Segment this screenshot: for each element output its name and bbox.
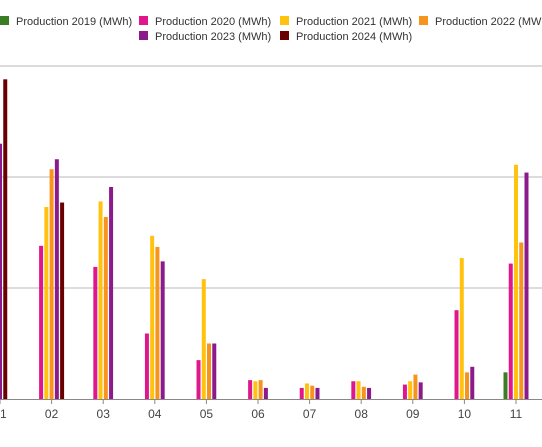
bar	[459, 258, 464, 399]
bar	[402, 384, 407, 399]
x-tick-label: 01	[0, 407, 7, 421]
x-tick-label: 04	[148, 407, 162, 421]
bar	[508, 263, 513, 399]
bar	[465, 372, 470, 399]
bar	[212, 343, 217, 399]
bar	[315, 387, 320, 399]
bars	[0, 79, 529, 399]
x-axis: 01 02 03 04 05 06 07 08 09 10 11	[0, 399, 542, 421]
bar	[201, 279, 206, 399]
bar	[361, 386, 366, 399]
bar	[39, 245, 44, 399]
bar	[310, 385, 315, 399]
legend-swatch	[419, 16, 428, 25]
bar	[49, 169, 54, 399]
bar	[418, 382, 423, 399]
bar	[356, 381, 361, 399]
bar	[514, 164, 518, 399]
legend-label: Production 2023 (MWh)	[155, 31, 271, 43]
bar	[299, 387, 304, 399]
bar	[253, 381, 258, 399]
bar	[144, 333, 149, 399]
legend-label: Production 2024 (MWh)	[296, 31, 412, 43]
x-tick-label: 10	[458, 407, 472, 421]
bar	[103, 216, 108, 399]
bar	[196, 360, 201, 399]
bar	[503, 372, 508, 399]
bar	[519, 242, 524, 399]
x-tick-label: 07	[303, 407, 317, 421]
x-tick-label: 03	[97, 407, 111, 421]
legend-label: Production 2022 (MWh)	[435, 16, 542, 28]
bar	[408, 381, 413, 399]
x-tick-label: 06	[251, 407, 265, 421]
bar	[248, 380, 253, 399]
bar	[155, 246, 160, 399]
legend: Production 2019 (MWh) Production 2020 (MW…	[0, 16, 542, 43]
legend-swatch	[139, 16, 148, 25]
bar	[54, 159, 59, 399]
x-tick-label: 02	[45, 407, 59, 421]
bar	[0, 143, 2, 399]
legend-swatch	[280, 31, 289, 40]
x-tick-label: 11	[510, 407, 523, 421]
bar	[3, 79, 8, 399]
bar	[109, 186, 114, 399]
bar	[258, 380, 263, 399]
bar	[351, 381, 356, 399]
bar	[263, 387, 268, 399]
gridlines	[0, 65, 542, 289]
bar	[60, 202, 65, 399]
bar	[160, 261, 165, 399]
legend-swatch	[280, 16, 289, 25]
bar	[93, 266, 98, 399]
bar	[98, 201, 103, 399]
legend-label: Production 2019 (MWh)	[16, 16, 132, 28]
legend-swatch	[139, 31, 148, 40]
bar	[524, 172, 529, 399]
bar	[470, 366, 475, 399]
bar	[44, 206, 49, 399]
legend-label: Production 2021 (MWh)	[296, 16, 412, 28]
bar	[413, 374, 418, 399]
x-tick-label: 08	[355, 407, 369, 421]
legend-swatch	[0, 16, 9, 25]
bar	[454, 310, 459, 399]
bar	[367, 387, 372, 399]
x-tick-label: 09	[406, 407, 420, 421]
bar	[150, 235, 155, 399]
bar	[304, 383, 309, 399]
bar	[207, 343, 212, 399]
x-tick-label: 05	[200, 407, 214, 421]
legend-label: Production 2020 (MWh)	[155, 16, 271, 28]
